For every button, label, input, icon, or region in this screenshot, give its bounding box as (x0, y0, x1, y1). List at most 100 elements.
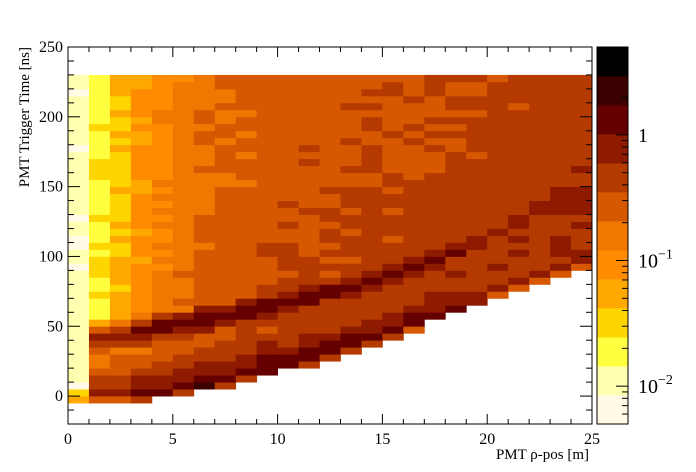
heatmap-cell (424, 270, 446, 278)
heatmap-cell (68, 88, 90, 97)
heatmap-cell (214, 291, 237, 299)
heatmap-cell (130, 74, 153, 83)
heatmap-cell (445, 200, 467, 208)
heatmap-cell (214, 109, 237, 118)
heatmap-cell (88, 193, 111, 201)
heatmap-cell (214, 144, 237, 153)
heatmap-cell (109, 298, 132, 306)
heatmap-cell (466, 123, 488, 132)
heatmap-cell (130, 249, 153, 257)
heatmap-cell (193, 263, 216, 271)
heatmap-cell (130, 186, 153, 195)
heatmap-cell (571, 242, 593, 250)
heatmap-cell (403, 200, 425, 208)
heatmap-cell (214, 193, 237, 201)
heatmap-cell (130, 298, 153, 306)
heatmap-cell (68, 284, 90, 292)
heatmap-cell (88, 389, 111, 397)
heatmap-cell (109, 179, 132, 188)
colorbar-tick-label: 1 (638, 125, 648, 147)
heatmap-cell (256, 277, 278, 285)
heatmap-cell (256, 158, 278, 167)
heatmap-cell (571, 158, 593, 167)
heatmap-cell (68, 193, 90, 201)
heatmap-cell (550, 179, 572, 188)
heatmap-cell (172, 298, 195, 306)
heatmap-cell (529, 277, 551, 285)
heatmap-cell (298, 347, 320, 355)
heatmap-cell (172, 291, 195, 299)
heatmap-cell (130, 221, 153, 229)
heatmap-cell (109, 319, 132, 327)
heatmap-cell (88, 277, 111, 285)
heatmap-cell (193, 256, 216, 264)
heatmap-cell (298, 361, 320, 369)
heatmap-cell (508, 221, 530, 229)
heatmap-cell (466, 172, 488, 181)
heatmap-cell (68, 277, 90, 285)
heatmap-cell (319, 312, 341, 320)
heatmap-cell (130, 291, 153, 299)
heatmap-cell (68, 207, 90, 215)
heatmap-cell (214, 263, 237, 271)
heatmap-cell (193, 172, 216, 181)
heatmap-cell (68, 235, 90, 243)
heatmap-cell (109, 333, 132, 341)
heatmap-cell (151, 95, 174, 104)
heatmap-cell (277, 235, 299, 243)
heatmap-cell (361, 158, 383, 167)
heatmap-cell (235, 109, 258, 118)
heatmap-cell (529, 165, 551, 174)
heatmap-cell (130, 326, 153, 334)
heatmap-cell (550, 263, 572, 271)
heatmap-cell (466, 193, 488, 201)
heatmap-cell (340, 158, 362, 167)
heatmap-cell (88, 207, 111, 215)
heatmap-cell (382, 74, 404, 83)
heatmap-cell (382, 193, 404, 201)
heatmap-cell (382, 298, 404, 306)
heatmap-cell (487, 165, 509, 174)
heatmap-cell (109, 340, 132, 348)
heatmap-cell (193, 214, 216, 222)
heatmap-cell (550, 123, 572, 132)
heatmap-cell (508, 109, 530, 118)
heatmap-cell (361, 284, 383, 292)
heatmap-cell (277, 312, 299, 320)
heatmap-cell (151, 326, 174, 334)
heatmap-cell (277, 291, 299, 299)
heatmap-cell (550, 235, 572, 243)
heatmap-cell (109, 109, 132, 118)
heatmap-cell (298, 319, 320, 327)
heatmap-cell (445, 137, 467, 146)
heatmap-cell (403, 193, 425, 201)
heatmap-cell (235, 361, 258, 369)
y-axis-tick-labels: 0 50 100 150 200 250 (39, 39, 63, 405)
heatmap-cell (340, 81, 362, 90)
heatmap-cell (361, 172, 383, 181)
heatmap-cell (256, 326, 278, 334)
heatmap-cell (340, 312, 362, 320)
heatmap-cell (214, 102, 237, 111)
colorbar-label-base: 10 (638, 251, 658, 273)
heatmap-cell (172, 200, 195, 208)
heatmap-cell (214, 158, 237, 167)
heatmap-cell (235, 179, 258, 188)
heatmap-cell (214, 326, 237, 334)
heatmap-cell (382, 172, 404, 181)
heatmap-cell (298, 221, 320, 229)
heatmap-cell (487, 144, 509, 153)
heatmap-cell (130, 88, 153, 97)
heatmap-cell (424, 284, 446, 292)
heatmap-cell (235, 256, 258, 264)
heatmap-cell (256, 165, 278, 174)
heatmap-cell (319, 74, 341, 83)
heatmap-cell (571, 228, 593, 236)
heatmap-cell (109, 228, 132, 236)
heatmap-cell (445, 186, 467, 195)
heatmap-cell (109, 158, 132, 167)
colorbar-segment (597, 163, 628, 193)
heatmap-cell (529, 249, 551, 257)
heatmap-cell (298, 340, 320, 348)
